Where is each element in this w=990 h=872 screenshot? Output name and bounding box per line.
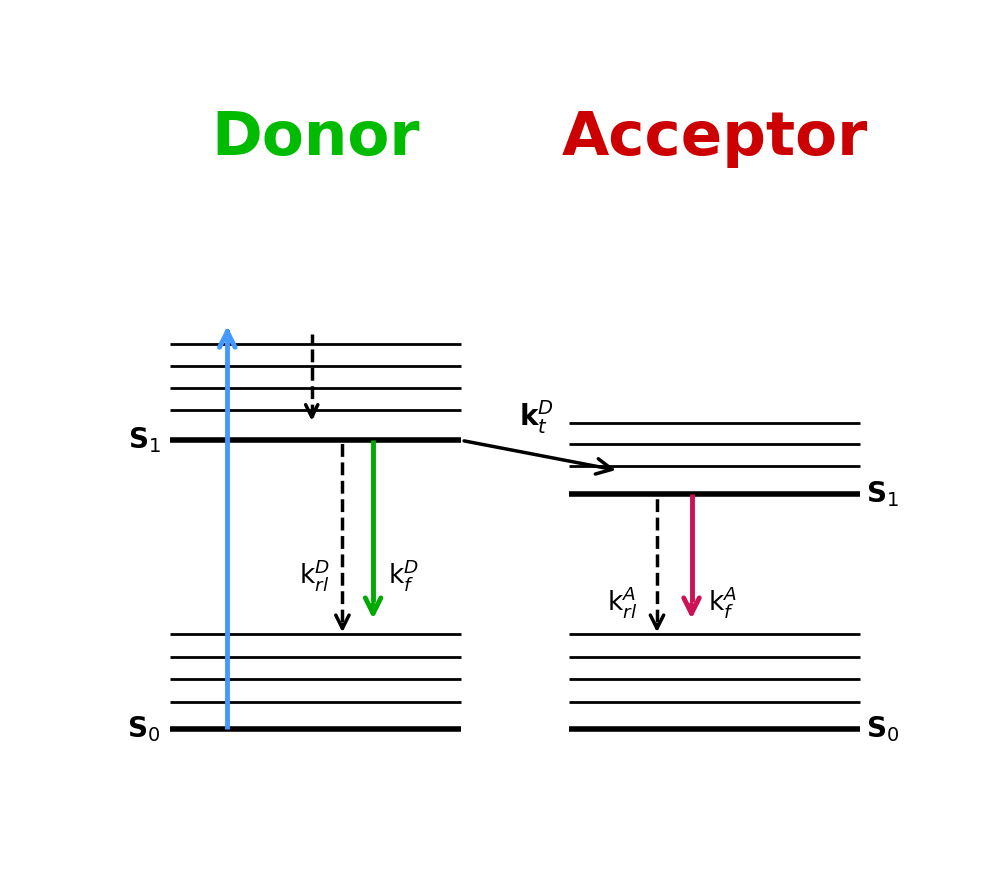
Text: S$_1$: S$_1$ [866, 480, 899, 509]
Text: S$_0$: S$_0$ [128, 714, 160, 744]
Text: k$_f^A$: k$_f^A$ [708, 583, 737, 619]
Text: Acceptor: Acceptor [561, 109, 867, 167]
Text: k$_t^D$: k$_t^D$ [519, 398, 553, 436]
Text: k$_{rl}^D$: k$_{rl}^D$ [299, 556, 330, 593]
Text: k$_{rl}^A$: k$_{rl}^A$ [608, 583, 638, 619]
Text: k$_f^D$: k$_f^D$ [388, 556, 419, 593]
Text: Donor: Donor [211, 109, 420, 167]
Text: S$_1$: S$_1$ [128, 426, 160, 455]
Text: S$_0$: S$_0$ [866, 714, 900, 744]
